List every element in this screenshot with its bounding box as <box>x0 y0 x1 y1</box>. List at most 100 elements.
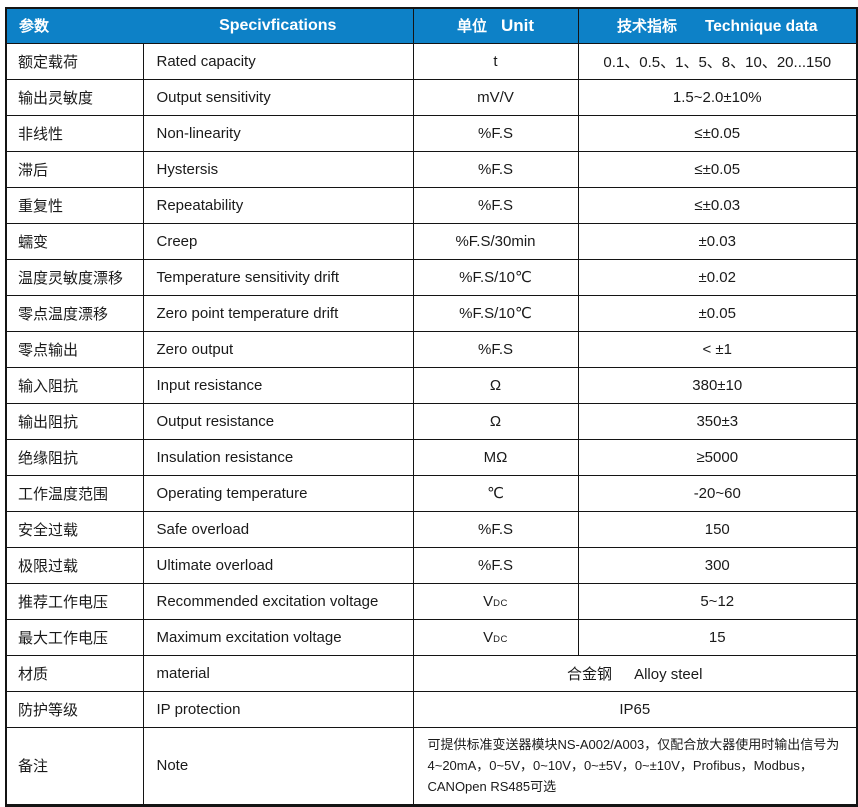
param-cell: 输入阻抗 <box>5 366 144 404</box>
unit-cell: %F.S <box>412 546 579 584</box>
value-cell: 1.5~2.0±10% <box>577 78 858 116</box>
value-cell: 5~12 <box>577 582 858 620</box>
spec-cell: Rated capacity <box>142 42 414 80</box>
value-cell: 合金钢 Alloy steel <box>412 654 858 692</box>
table-row: 备注 Note 可提供标准变送器模块NS-A002/A003，仅配合放大器使用时输出… <box>5 726 858 806</box>
unit-text: %F.S <box>477 520 513 538</box>
spec-cell: IP protection <box>142 690 414 728</box>
table-row: 材质 material 合金钢 Alloy steel <box>5 654 858 692</box>
unit-text: V <box>483 592 494 610</box>
spec-table-header: 参数 Specivfications 单位 Unit 技术指标 Technique … <box>5 7 858 44</box>
unit-subscript: DC <box>493 597 508 609</box>
table-row: 防护等级 IP protection IP65 <box>5 690 858 728</box>
spec-cell: Note <box>142 726 414 806</box>
spec-cell: Temperature sensitivity drift <box>142 258 414 296</box>
value-cell: < ±1 <box>577 330 858 368</box>
header-technique-data: 技术指标 Technique data <box>577 7 858 44</box>
unit-text: Ω <box>489 376 502 394</box>
spec-cell: Zero output <box>142 330 414 368</box>
value-text: IP65 <box>619 700 651 718</box>
param-cell: 材质 <box>5 654 144 692</box>
unit-cell: %F.S <box>412 330 579 368</box>
table-row: 非线性 Non-linearity %F.S ≤±0.05 <box>5 114 858 152</box>
header-unit-en: Unit <box>500 16 535 36</box>
value-cell: ±0.02 <box>577 258 858 296</box>
table-row: 滞后 Hystersis %F.S ≤±0.05 <box>5 150 858 188</box>
unit-text: V <box>483 628 494 646</box>
unit-cell: VDC <box>412 582 579 620</box>
header-unit-zh: 单位 <box>456 18 487 36</box>
value-cell: IP65 <box>412 690 858 728</box>
unit-cell: %F.S <box>412 186 579 224</box>
table-row: 额定载荷 Rated capacity t 0.1、0.5、1、5、8、10、20..… <box>5 42 858 80</box>
table-row: 重复性 Repeatability %F.S ≤±0.03 <box>5 186 858 224</box>
unit-cell: %F.S/10℃ <box>412 294 579 332</box>
unit-cell: Ω <box>412 402 579 440</box>
header-row: 参数 Specivfications 单位 Unit 技术指标 Technique … <box>5 7 858 44</box>
header-specifications: Specivfications <box>143 7 414 44</box>
table-row: 工作温度范围 Operating temperature ℃ -20~60 <box>5 474 858 512</box>
spec-cell: Ultimate overload <box>142 546 414 584</box>
unit-subscript: DC <box>493 633 508 645</box>
param-cell: 安全过载 <box>5 510 144 548</box>
unit-text: %F.S <box>477 124 513 142</box>
unit-text: t <box>493 52 498 70</box>
param-cell: 滞后 <box>5 150 144 188</box>
param-cell: 极限过载 <box>5 546 144 584</box>
table-row: 最大工作电压 Maximum excitation voltage VDC 15 <box>5 618 858 656</box>
unit-text: %F.S/10℃ <box>459 305 532 322</box>
unit-text: %F.S <box>477 160 513 178</box>
value-cell: 300 <box>577 546 858 584</box>
unit-text: %F.S/30min <box>455 232 536 250</box>
value-cell: 350±3 <box>577 402 858 440</box>
value-cell: ≤±0.05 <box>577 150 858 188</box>
table-row: 极限过载 Ultimate overload %F.S 300 <box>5 546 858 584</box>
unit-cell: t <box>412 42 579 80</box>
table-row: 绝缘阻抗 Insulation resistance MΩ ≥5000 <box>5 438 858 476</box>
param-cell: 零点输出 <box>5 330 144 368</box>
unit-text: %F.S/10℃ <box>459 269 532 286</box>
param-cell: 最大工作电压 <box>5 618 144 656</box>
param-cell: 额定载荷 <box>5 42 144 80</box>
spec-cell: Operating temperature <box>142 474 414 512</box>
param-cell: 输出阻抗 <box>5 402 144 440</box>
spec-cell: material <box>142 654 414 692</box>
value-cell: ±0.05 <box>577 294 858 332</box>
table-row: 输入阻抗 Input resistance Ω 380±10 <box>5 366 858 404</box>
value-cell: 可提供标准变送器模块NS-A002/A003，仅配合放大器使用时输出信号为4~2… <box>412 726 858 806</box>
spec-cell: Insulation resistance <box>142 438 414 476</box>
spec-cell: Creep <box>142 222 414 260</box>
table-row: 零点温度漂移 Zero point temperature drift %F.S/1… <box>5 294 858 332</box>
unit-text: MΩ <box>483 448 508 466</box>
table-row: 推荐工作电压 Recommended excitation voltage VDC 5… <box>5 582 858 620</box>
value-cell: 0.1、0.5、1、5、8、10、20...150 <box>577 42 858 80</box>
param-cell: 非线性 <box>5 114 144 152</box>
header-param: 参数 <box>5 7 143 44</box>
header-unit: 单位 Unit <box>412 7 579 44</box>
param-cell: 推荐工作电压 <box>5 582 144 620</box>
unit-text: mV/V <box>477 88 514 106</box>
spec-cell: Output sensitivity <box>142 78 414 116</box>
value-cell: ≥5000 <box>577 438 858 476</box>
unit-cell: %F.S <box>412 150 579 188</box>
unit-cell: mV/V <box>412 78 579 116</box>
unit-cell: %F.S <box>412 114 579 152</box>
param-cell: 重复性 <box>5 186 144 224</box>
unit-text: Ω <box>489 412 502 430</box>
unit-text: %F.S <box>477 196 513 214</box>
param-cell: 温度灵敏度漂移 <box>5 258 144 296</box>
spec-cell: Non-linearity <box>142 114 414 152</box>
param-cell: 备注 <box>5 726 144 806</box>
unit-cell: %F.S/10℃ <box>412 258 579 296</box>
table-row: 温度灵敏度漂移 Temperature sensitivity drift %F.S… <box>5 258 858 296</box>
param-cell: 防护等级 <box>5 690 144 728</box>
value-cell: ≤±0.05 <box>577 114 858 152</box>
table-row: 蠕变 Creep %F.S/30min ±0.03 <box>5 222 858 260</box>
spec-cell: Recommended excitation voltage <box>142 582 414 620</box>
table-row: 安全过载 Safe overload %F.S 150 <box>5 510 858 548</box>
spec-cell: Hystersis <box>142 150 414 188</box>
spec-cell: Output resistance <box>142 402 414 440</box>
value-cell: -20~60 <box>577 474 858 512</box>
unit-cell: MΩ <box>412 438 579 476</box>
